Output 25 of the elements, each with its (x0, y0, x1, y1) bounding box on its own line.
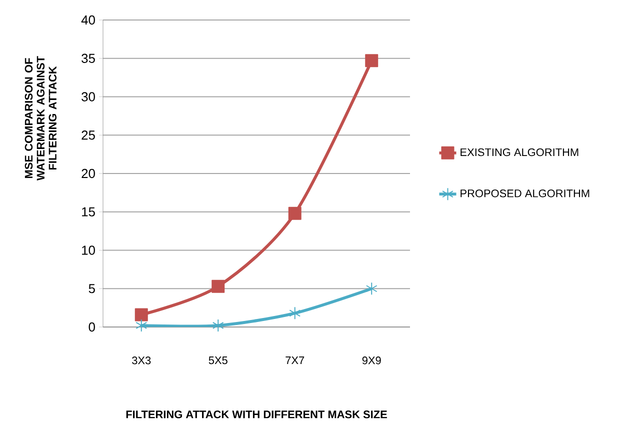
point (289, 306, 301, 320)
y-tick-label: 40 (81, 15, 95, 25)
y-tick-label: 35 (82, 54, 95, 63)
y-tick-label: 20 (82, 168, 95, 178)
legend-label: PROPOSED ALGORITHM (460, 190, 590, 198)
y-tick-label: 15 (82, 207, 95, 216)
point (134, 308, 148, 322)
point (288, 206, 302, 220)
point (365, 54, 378, 68)
x-tick-label: 5X5 (208, 356, 228, 364)
point (136, 318, 148, 332)
x-tick-label: 7X7 (286, 356, 304, 364)
y-tick-label: 10 (82, 246, 95, 255)
x-axis-title: FILTERING ATTACK WITH DIFFERENT MASK SIZE (126, 410, 387, 418)
x-tick-label: 9X9 (362, 356, 381, 364)
point (212, 280, 225, 293)
y-tick-label: 25 (82, 130, 95, 140)
point (366, 282, 378, 296)
point (212, 318, 224, 332)
y-tick-label: 30 (82, 92, 95, 102)
y-tick-label: 5 (88, 284, 95, 294)
legend-label: EXISTING ALGORITHM (460, 148, 578, 156)
x-tick-label: 3X3 (132, 356, 151, 364)
y-tick-label: 0 (88, 322, 95, 332)
y-axis-title: MSE COMPARISON OF WATERMARK AGAINST FILTERING ATTACK (24, 56, 56, 181)
